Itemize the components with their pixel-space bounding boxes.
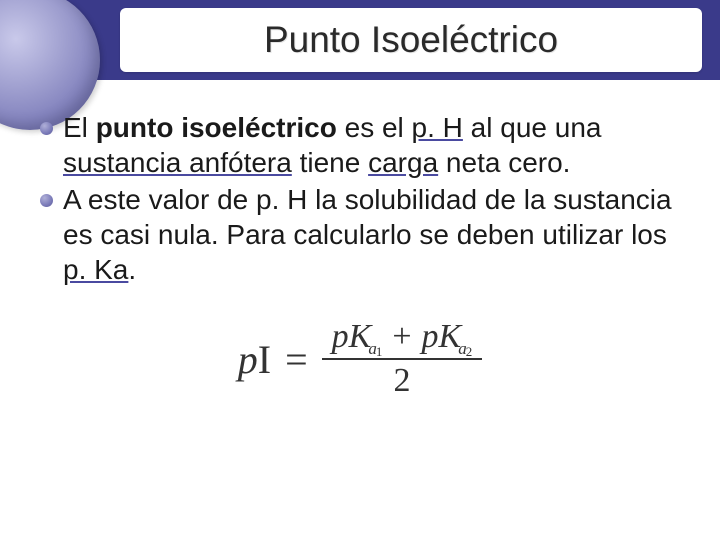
sym-plus: + (392, 320, 411, 354)
bullet-item: A este valor de p. H la solubilidad de l… (40, 182, 680, 287)
sym-p: p (238, 337, 258, 382)
formula: pI = pKa1 + pKa2 2 (238, 320, 482, 398)
bold-term: punto isoeléctrico (96, 112, 337, 143)
slide-title: Punto Isoeléctrico (264, 19, 558, 61)
text-fragment: neta cero. (438, 147, 570, 178)
numerator: pKa1 + pKa2 (322, 320, 483, 360)
sym-equals: = (285, 336, 308, 383)
formula-area: pI = pKa1 + pKa2 2 (0, 320, 720, 398)
text-fragment: El (63, 112, 96, 143)
term-pk: pKa2 (422, 320, 473, 354)
bullet-text: El punto isoeléctrico es el p. H al que … (63, 110, 680, 180)
formula-lhs: pI (238, 336, 271, 383)
bullet-item: El punto isoeléctrico es el p. H al que … (40, 110, 680, 180)
sym-pK: pK (422, 318, 462, 355)
text-fragment: es el (337, 112, 412, 143)
fraction: pKa1 + pKa2 2 (322, 320, 483, 398)
bullet-icon (40, 122, 53, 135)
bullet-icon (40, 194, 53, 207)
sub-1: 1 (376, 344, 383, 359)
sub-2: 2 (466, 344, 473, 359)
link-ph[interactable]: p. H (412, 112, 463, 143)
title-box: Punto Isoeléctrico (120, 8, 702, 72)
denominator: 2 (393, 360, 410, 398)
text-fragment: tiene (292, 147, 368, 178)
text-fragment: al que una (463, 112, 602, 143)
link-pka[interactable]: p. Ka (63, 254, 128, 285)
bullet-text: A este valor de p. H la solubilidad de l… (63, 182, 680, 287)
text-fragment: . (128, 254, 136, 285)
sym-I: I (258, 337, 271, 382)
term-pk: pKa1 (332, 320, 383, 354)
content-area: El punto isoeléctrico es el p. H al que … (40, 110, 680, 289)
link-anfotera[interactable]: sustancia anfótera (63, 147, 292, 178)
text-fragment: A este valor de p. H la solubilidad de l… (63, 184, 672, 250)
sym-pK: pK (332, 318, 372, 355)
link-carga[interactable]: carga (368, 147, 438, 178)
